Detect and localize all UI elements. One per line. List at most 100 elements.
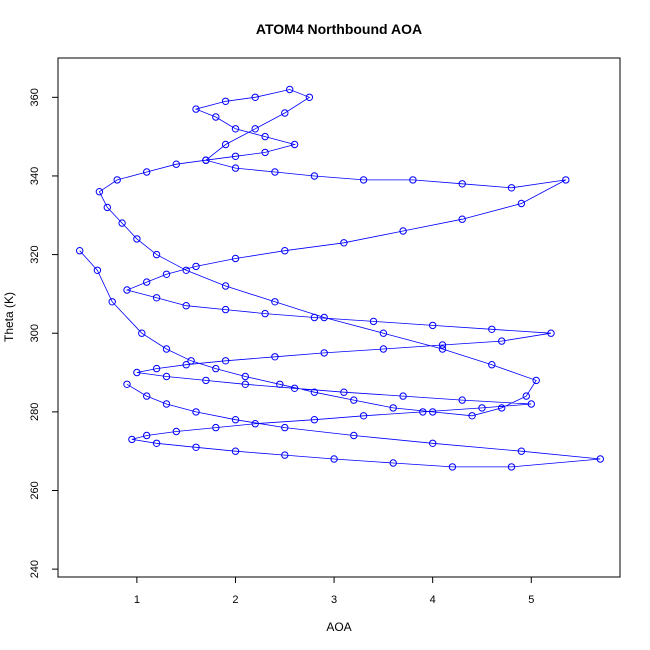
data-point — [350, 431, 358, 440]
data-point — [212, 423, 220, 432]
y-tick-label: 300 — [29, 324, 41, 342]
data-point — [152, 250, 161, 259]
data-point — [187, 357, 195, 365]
data-point — [458, 180, 466, 188]
data-point — [182, 266, 190, 274]
data-point — [517, 447, 526, 455]
data-point — [340, 388, 348, 396]
data-point — [320, 349, 328, 357]
data-point — [182, 302, 190, 310]
data-point — [498, 337, 506, 345]
data-point — [202, 156, 210, 164]
data-point — [221, 97, 230, 106]
data-point — [340, 239, 348, 247]
data-point — [532, 376, 540, 385]
x-tick-label: 4 — [430, 594, 436, 606]
data-point — [517, 199, 526, 208]
data-point — [192, 262, 200, 271]
data-point — [379, 329, 388, 337]
data-point — [310, 416, 319, 424]
data-point — [182, 361, 190, 369]
data-point — [221, 282, 230, 290]
data-point — [231, 416, 240, 424]
data-point — [281, 423, 289, 432]
data-point — [251, 125, 259, 133]
data-point — [389, 459, 397, 467]
data-point — [162, 270, 171, 278]
data-point — [310, 313, 319, 322]
x-tick-label: 3 — [331, 594, 337, 606]
data-point — [162, 400, 171, 408]
data-point — [359, 176, 368, 184]
data-point — [231, 125, 240, 133]
data-point — [138, 329, 146, 337]
data-point — [271, 353, 279, 361]
y-axis-label: Theta (K) — [2, 292, 16, 342]
data-point — [192, 443, 200, 451]
data-point — [419, 408, 427, 416]
data-point — [93, 266, 102, 274]
data-point — [192, 105, 200, 113]
y-tick-label: 240 — [29, 560, 41, 578]
x-tick-label: 2 — [232, 594, 238, 606]
data-point — [281, 109, 289, 117]
x-tick-label: 1 — [134, 594, 140, 606]
data-point — [596, 455, 604, 463]
data-point — [261, 309, 269, 318]
data-point — [488, 361, 496, 369]
data-point — [429, 439, 437, 447]
data-point — [488, 325, 496, 333]
data-point — [261, 132, 269, 141]
x-tick-label: 5 — [528, 594, 534, 606]
data-point — [330, 455, 338, 463]
data-point — [448, 463, 457, 471]
chart-title: ATOM4 Northbound AOA — [256, 21, 422, 37]
data-point — [143, 168, 151, 176]
y-tick-label: 320 — [29, 245, 41, 263]
data-point — [241, 380, 250, 388]
data-point — [429, 408, 437, 416]
data-point — [143, 278, 151, 286]
x-axis-label: AOA — [326, 620, 351, 634]
data-point — [281, 451, 289, 459]
data-point — [438, 345, 447, 353]
data-point — [310, 388, 319, 396]
data-point — [231, 152, 240, 161]
data-point — [123, 286, 131, 294]
data-point — [221, 140, 230, 149]
data-point — [320, 313, 328, 322]
y-tick-label: 360 — [29, 88, 41, 106]
plot-frame — [57, 57, 621, 578]
series-line — [79, 89, 601, 468]
data-point — [305, 93, 314, 102]
data-point — [310, 172, 319, 180]
y-axis: 240 260 280 300 320 340 360 — [29, 88, 59, 578]
data-point — [429, 321, 437, 330]
data-point — [562, 176, 570, 184]
data-point — [152, 439, 161, 447]
data-point — [458, 215, 466, 223]
y-tick-label: 260 — [29, 481, 41, 499]
data-point — [379, 345, 388, 353]
data-point — [271, 298, 279, 306]
data-point — [527, 400, 535, 408]
data-point — [108, 298, 116, 306]
data-point — [290, 140, 299, 149]
data-point — [113, 176, 121, 184]
plot-area — [76, 85, 604, 471]
y-tick-label: 340 — [29, 167, 41, 185]
data-point — [192, 408, 200, 416]
data-point — [271, 168, 279, 176]
data-point — [276, 380, 284, 388]
data-point — [409, 176, 417, 184]
data-point — [152, 294, 161, 302]
data-point — [231, 447, 240, 455]
data-point — [369, 317, 378, 326]
data-point — [231, 164, 240, 172]
data-point — [172, 160, 181, 168]
data-point — [478, 404, 486, 412]
data-point — [359, 412, 368, 420]
x-axis: 1 2 3 4 5 — [134, 576, 534, 606]
data-point — [143, 431, 151, 440]
data-point — [76, 247, 84, 255]
